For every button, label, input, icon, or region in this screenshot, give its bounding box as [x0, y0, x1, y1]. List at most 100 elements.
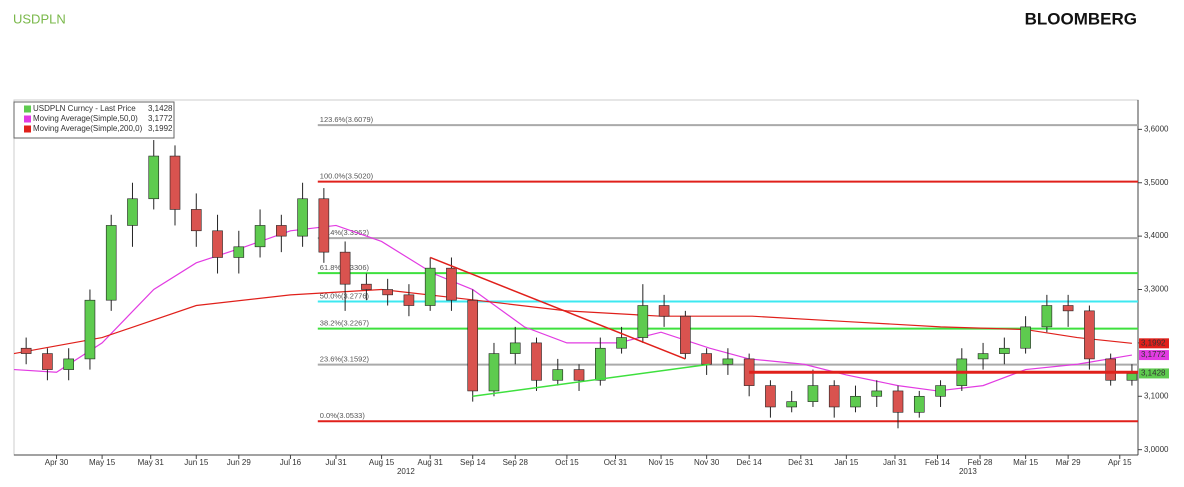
x-tick-label: Jun 29 [227, 458, 252, 467]
candle-body [169, 155, 181, 210]
candle-body [467, 299, 479, 392]
candle-body [254, 225, 266, 248]
y-tick-label: 3,4000 [1144, 231, 1169, 240]
legend-value: 3,1992 [148, 124, 173, 133]
price-tag-label: 3,1772 [1141, 350, 1166, 359]
candle-body [531, 342, 542, 381]
candle-body [318, 198, 330, 253]
price-tag [1139, 350, 1169, 361]
x-tick-label: Feb 28 [968, 458, 993, 467]
candle-body [1062, 305, 1074, 312]
trend-line [472, 363, 710, 398]
candle-body [20, 347, 32, 354]
candle-body [84, 299, 96, 360]
candle-body [148, 155, 160, 200]
x-tick-label: Oct 31 [604, 458, 628, 467]
candle-body [339, 251, 351, 285]
x-tick-label: Aug 31 [418, 458, 444, 467]
candle-body [999, 347, 1010, 354]
candle-body [871, 390, 883, 397]
candle-body [595, 347, 606, 381]
candle-body [63, 358, 74, 370]
candle-body [935, 385, 946, 397]
candle-body [616, 337, 627, 349]
plot-area [13, 99, 1139, 456]
x-tick-label: Dec 14 [736, 458, 762, 467]
price-tag-label: 3,1428 [1141, 369, 1166, 378]
candle-body [680, 315, 691, 354]
candle-body [573, 369, 585, 381]
candle-body [1084, 310, 1095, 360]
candle-body [212, 230, 223, 258]
candle-body [913, 395, 925, 413]
legend-swatch [24, 115, 31, 123]
candle-body [1041, 305, 1053, 328]
x-tick-label: Jul 31 [325, 458, 347, 467]
candle-body [658, 305, 670, 317]
legend-label: Moving Average(Simple,200,0) [33, 124, 143, 133]
x-tick-label: Jan 15 [834, 458, 859, 467]
price-tag-label: 3,1992 [1141, 338, 1166, 347]
fib-label: 100.0%(3.5020) [320, 172, 374, 181]
x-tick-label: Jun 15 [184, 458, 209, 467]
candle-body [488, 353, 500, 392]
candle-body [233, 246, 245, 258]
candle-body [105, 225, 117, 301]
candle-body [892, 390, 904, 413]
y-tick-label: 3,1000 [1144, 391, 1169, 400]
candle-body [509, 342, 521, 354]
chart-title: USDPLN [13, 11, 66, 26]
price-tag [1139, 368, 1169, 379]
brand: BLOOMBERG [1025, 9, 1137, 28]
x-tick-label: Aug 15 [369, 458, 395, 467]
candle-body [446, 267, 457, 301]
x-tick-label: Mar 15 [1013, 458, 1038, 467]
candle-body [42, 353, 53, 370]
legend-swatch [24, 125, 31, 133]
candle-body [382, 289, 393, 296]
candle-body [127, 198, 138, 226]
year-label: 2012 [397, 467, 415, 476]
legend-swatch [24, 105, 31, 113]
price-tag [1139, 338, 1169, 349]
candle-body [276, 225, 287, 237]
legend-value: 3,1428 [148, 104, 173, 113]
x-tick-label: Jan 31 [883, 458, 908, 467]
candle-body [828, 385, 840, 408]
candle-body [850, 395, 861, 408]
candle-body [552, 369, 564, 381]
x-tick-label: Apr 15 [1108, 458, 1132, 467]
candle-body [807, 385, 819, 402]
legend-value: 3,1772 [148, 114, 173, 123]
x-tick-label: Feb 14 [925, 458, 950, 467]
x-tick-label: Nov 15 [648, 458, 674, 467]
legend [13, 101, 175, 139]
y-tick-label: 3,5000 [1144, 178, 1169, 187]
y-tick-label: 3,0000 [1144, 445, 1169, 454]
moving-average [13, 288, 1132, 355]
candle-body [701, 353, 712, 365]
x-tick-label: Jul 16 [280, 458, 302, 467]
trend-line [429, 256, 686, 360]
x-tick-label: Apr 30 [45, 458, 69, 467]
candle-body [403, 294, 415, 306]
x-tick-label: Dec 31 [788, 458, 814, 467]
fib-label: 76.4%(3.3962) [320, 228, 370, 237]
fib-label: 38.2%(3.2267) [320, 319, 370, 328]
candle-body [722, 358, 734, 365]
candle-body [977, 353, 989, 360]
candle-body [637, 305, 649, 338]
candle-body [190, 209, 202, 232]
y-tick-label: 3,6000 [1144, 124, 1169, 133]
candle-body [424, 267, 436, 306]
x-tick-label: May 15 [89, 458, 116, 467]
candle-body [297, 198, 308, 237]
fib-label: 0.0%(3.0533) [320, 411, 366, 420]
fib-label: 123.6%(3.6079) [320, 115, 374, 124]
x-tick-label: Mar 29 [1056, 458, 1081, 467]
year-label: 2013 [959, 467, 977, 476]
legend-label: USDPLN Curncy - Last Price [33, 104, 136, 113]
candle-body [1020, 326, 1031, 349]
fib-label: 23.6%(3.1592) [320, 355, 370, 364]
